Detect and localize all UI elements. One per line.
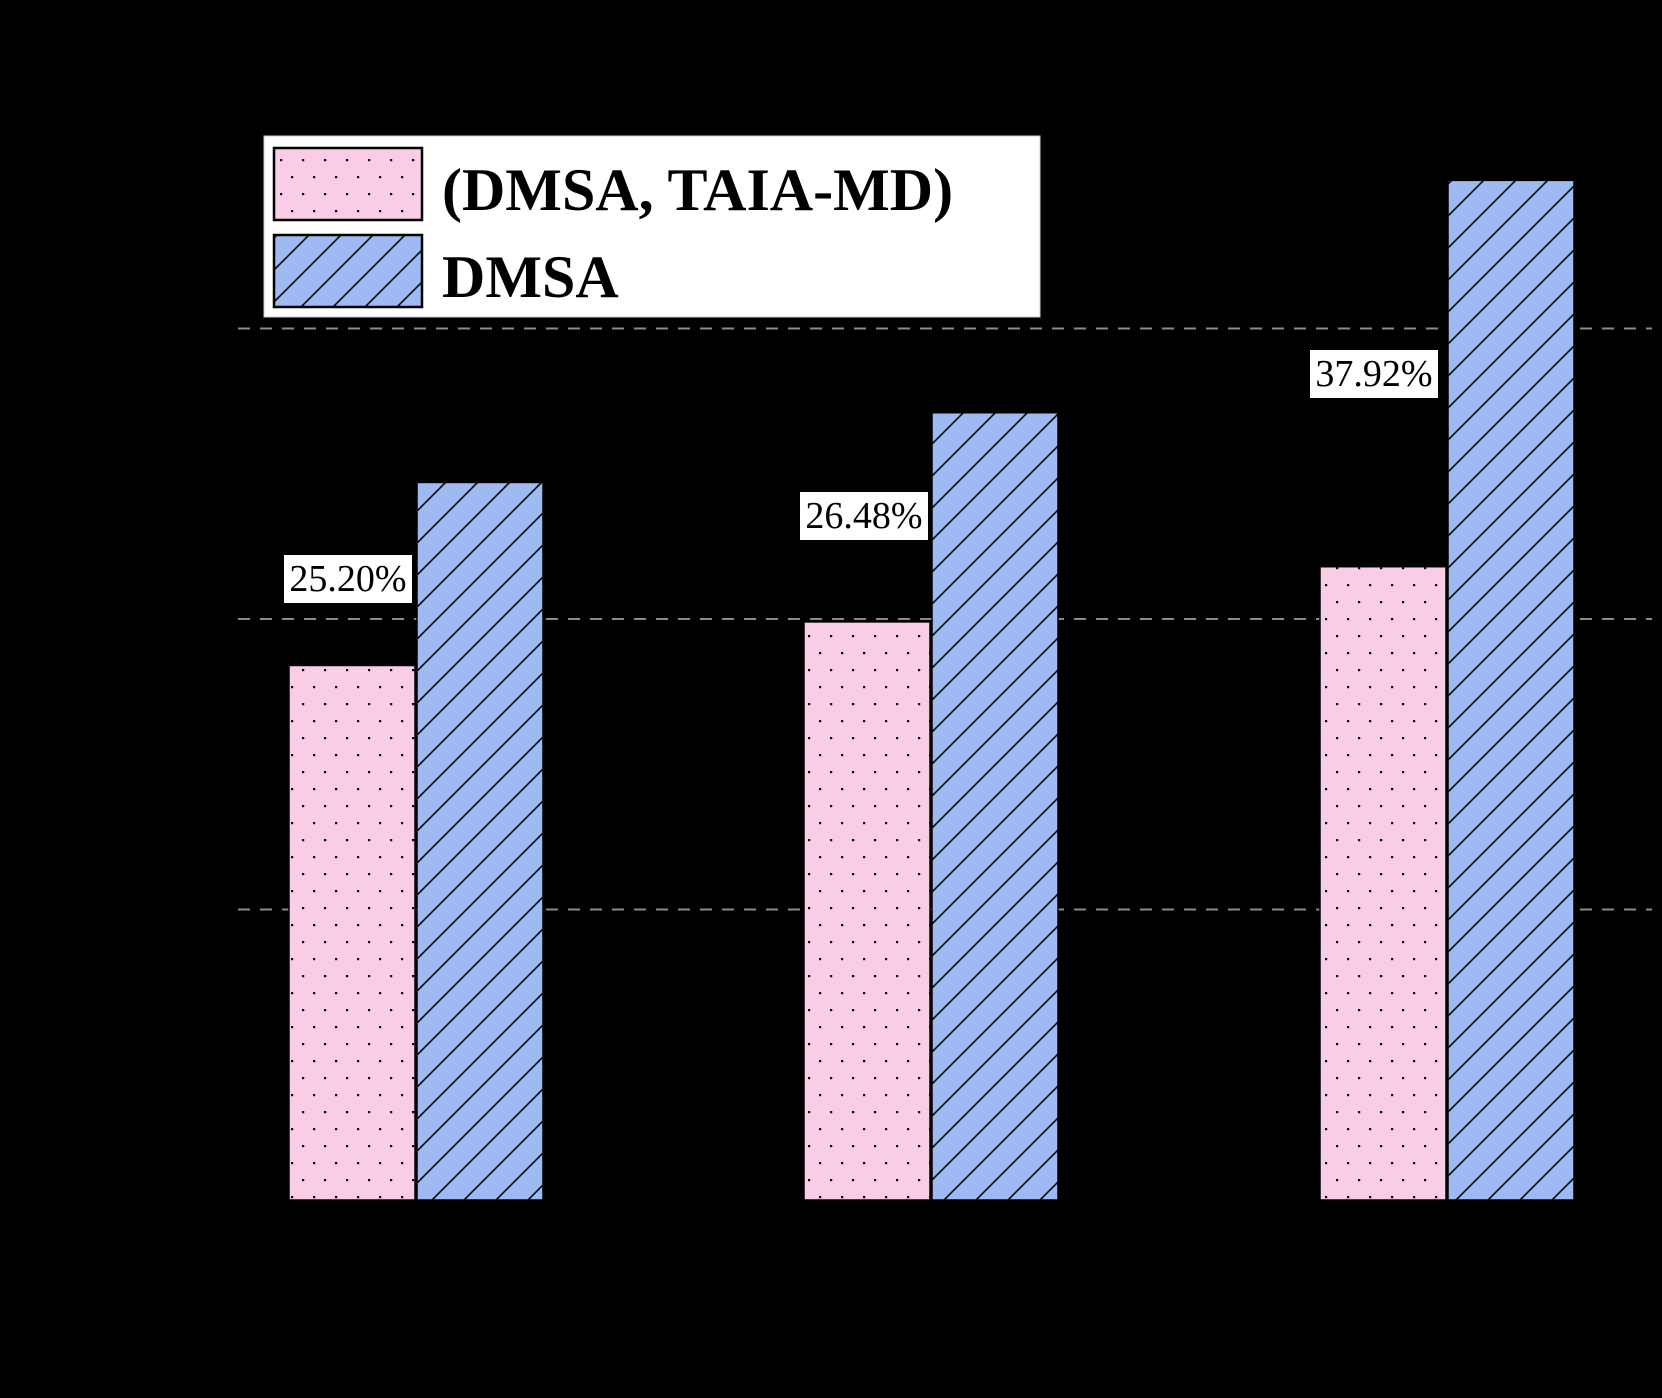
bars bbox=[288, 179, 1575, 1201]
bar-dmsa-taia-md bbox=[1319, 565, 1447, 1201]
legend-label-dmsa-taia-md: (DMSA, TAIA-MD) bbox=[442, 157, 953, 223]
data-label-text: 26.48% bbox=[805, 495, 922, 537]
data-label-box bbox=[800, 492, 928, 540]
bar-dmsa bbox=[931, 411, 1059, 1201]
legend-swatch-blue bbox=[272, 233, 424, 309]
data-label-text: 37.92% bbox=[1315, 353, 1432, 395]
data-label-box bbox=[284, 555, 412, 603]
data-labels: 25.20% 26.48% 37.92% bbox=[284, 350, 1438, 603]
data-label-box bbox=[1310, 350, 1438, 398]
bar-dmsa bbox=[1447, 179, 1575, 1201]
bar-dmsa-taia-md bbox=[803, 621, 931, 1201]
bar-dmsa-taia-md bbox=[288, 664, 416, 1201]
bar-dmsa bbox=[416, 481, 544, 1201]
data-label-text: 25.20% bbox=[289, 558, 406, 600]
legend-swatch-pink bbox=[272, 146, 424, 222]
legend-label-dmsa: DMSA bbox=[442, 244, 619, 310]
legend: (DMSA, TAIA-MD) DMSA bbox=[263, 135, 1041, 318]
